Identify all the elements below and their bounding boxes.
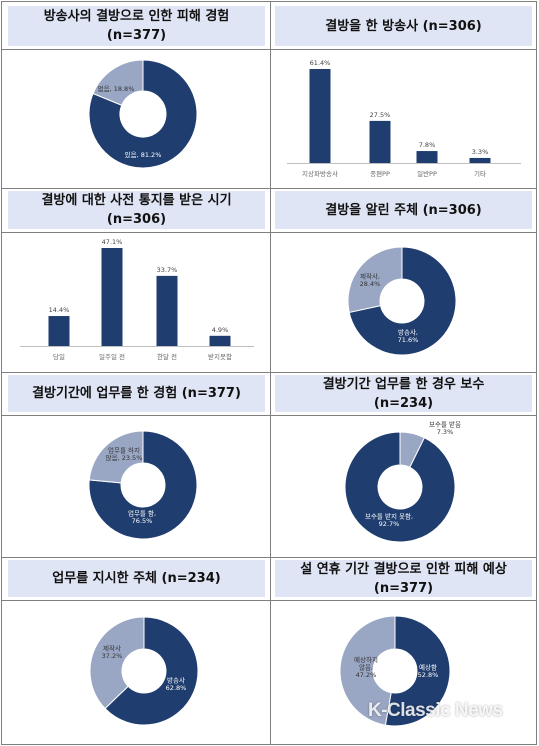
slice-업무를 함 (88, 430, 198, 540)
slice-예상함 (384, 615, 451, 727)
bar-value-label: 61.4% (310, 59, 331, 67)
slice-label: 없음, 18.8% (98, 85, 135, 93)
donut-chart-instructor: 방송사 62.8% 제작사 37.2% (89, 616, 199, 726)
slice-있음 (88, 59, 198, 169)
donut-chart-damage-experience: 있음, 81.2% 없음, 18.8% (88, 59, 198, 169)
category-label: 일반PP (417, 169, 437, 178)
slice-보수를 받음 (399, 431, 426, 468)
slice-label: 업무를 하지 않음, 23.5% (106, 445, 143, 461)
bar-value-label: 47.1% (102, 238, 123, 246)
donut-chart-payment: 보수를 받지 못함, 92.7% 보수를 받음 7.3% (344, 419, 461, 543)
slice-label: 제작사 37.2% (102, 643, 123, 659)
bar-value-label: 3.3% (472, 148, 489, 156)
bar-종편PP (369, 120, 391, 163)
slice-label: 제작사, 28.4% (360, 271, 381, 287)
panel-header-damage-experience: 방송사의 결방으로 인한 피해 경험 (n=377) (8, 6, 265, 46)
donut-chart-work-experience: 업무를 함, 76.5% 업무를 하지 않음, 23.5% (88, 430, 198, 540)
watermark: K-Classic News (368, 700, 503, 721)
panel-header-broadcaster: 결방을 한 방송사 (n=306) (275, 6, 532, 46)
slice-보수를 받지 못함 (344, 431, 456, 543)
bar-chart-notice-timing: 14.4% 당일 47.1% 일주일 전 33.7% 한달 전 4.9% 받지못함 (20, 238, 254, 361)
panel-header-notice-timing: 결방에 대한 사전 통지를 받은 시기 (n=306) (8, 191, 265, 229)
category-label: 기타 (474, 169, 486, 178)
row-divider (2, 188, 536, 189)
category-label: 지상파방송사 (302, 169, 338, 178)
bar-value-label: 27.5% (370, 111, 391, 119)
bar-당일 (48, 316, 70, 346)
panel-header-instructor: 업무를 지시한 주체 (n=234) (8, 560, 265, 597)
category-label: 받지못함 (208, 352, 232, 361)
slice-label: 방송사 62.8% (166, 675, 187, 691)
bar-한달 전 (156, 275, 178, 346)
slice-label: 있음, 81.2% (125, 151, 162, 159)
row-divider (2, 232, 536, 233)
slice-label: 보수를 받지 못함, 92.7% (365, 511, 413, 527)
bar-value-label: 33.7% (157, 266, 178, 274)
category-label: 종편PP (370, 169, 390, 178)
slice-label: 방송사, 71.6% (398, 327, 419, 343)
row-divider (2, 557, 536, 558)
row-divider (2, 372, 536, 373)
slice-label: 보수를 받음 7.3% (429, 419, 461, 435)
slice-제작사 (89, 616, 145, 710)
column-divider (270, 2, 271, 744)
bar-value-label: 14.4% (49, 306, 70, 314)
bar-일반PP (416, 151, 438, 163)
donut-chart-holiday-expectation: 예상함 52.8% 예상하지 않음, 47.2% (339, 615, 451, 727)
slice-예상하지 않음 (339, 615, 396, 726)
category-label: 일주일 전 (99, 352, 125, 361)
slice-업무를 하지 않음 (88, 430, 144, 484)
slice-방송사 (104, 616, 199, 726)
panel-header-notifier: 결방을 알린 주체 (n=306) (275, 191, 532, 229)
panel-header-work-experience: 결방기간에 업무를 한 경험 (n=377) (8, 375, 265, 412)
slice-label: 예상하지 않음, 47.2% (354, 655, 378, 679)
panel-header-payment: 결방기간 업무를 한 경우 보수 (n=234) (275, 375, 532, 412)
bar-기타 (469, 157, 491, 163)
row-divider (2, 600, 536, 601)
bar-chart-broadcaster: 61.4% 지상파방송사 27.5% 종편PP 7.8% 일반PP 3.3% 기타 (287, 59, 521, 178)
bar-받지못함 (209, 335, 231, 346)
slice-방송사 (348, 246, 457, 356)
category-label: 당일 (53, 352, 65, 361)
slice-label: 업무를 함, 76.5% (128, 508, 156, 524)
bar-value-label: 4.9% (212, 326, 229, 334)
donut-chart-notifier: 방송사, 71.6% 제작사, 28.4% (347, 246, 457, 356)
bar-지상파방송사 (309, 69, 331, 163)
slice-없음 (92, 59, 144, 106)
category-label: 한달 전 (157, 352, 177, 361)
row-divider (2, 415, 536, 416)
panel-header-holiday-expectation: 설 연휴 기간 결방으로 인한 피해 예상 (n=377) (275, 560, 532, 597)
slice-제작사 (347, 246, 403, 314)
bar-value-label: 7.8% (419, 141, 436, 149)
row-divider (2, 49, 536, 50)
slice-label: 예상함 52.8% (418, 662, 439, 678)
bar-일주일 전 (101, 248, 123, 346)
